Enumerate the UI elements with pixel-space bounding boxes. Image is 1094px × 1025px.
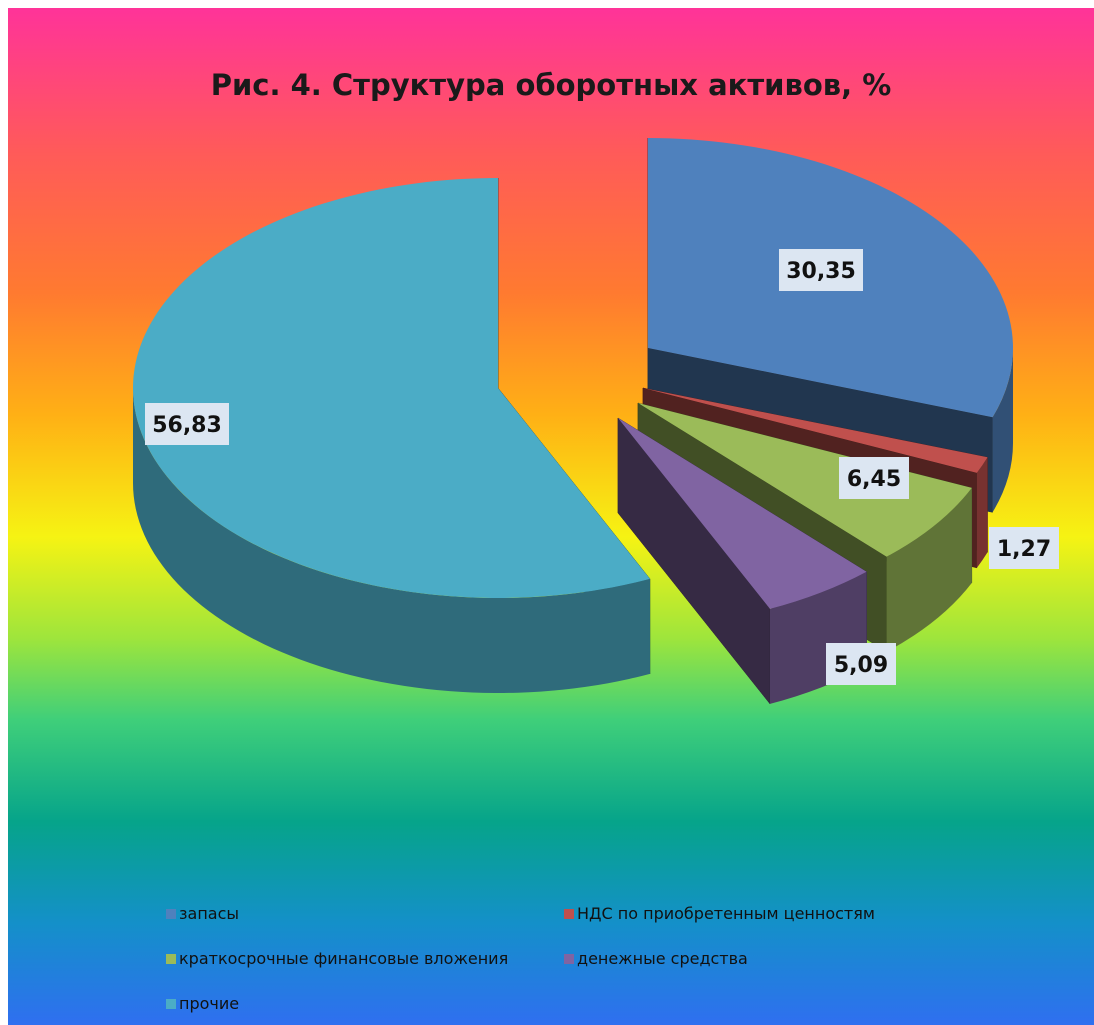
legend-label: денежные средства <box>577 949 748 968</box>
svg-text:6,45: 6,45 <box>847 467 901 492</box>
pie-chart: 30,35 1,27 6,45 5,09 56,83 <box>133 138 1059 705</box>
svg-text:30,35: 30,35 <box>786 259 856 284</box>
legend-label: краткосрочные финансовые вложения <box>179 949 509 968</box>
legend-item-4: денежные средства <box>564 949 748 968</box>
svg-text:56,83: 56,83 <box>152 413 222 438</box>
legend-item-3: краткосрочные финансовые вложения <box>166 949 508 968</box>
svg-text:1,27: 1,27 <box>997 537 1051 562</box>
legend-item-1: запасы <box>166 904 239 923</box>
legend-label: запасы <box>179 904 240 923</box>
chart-title: Рис. 4. Структура оборотных активов, % <box>210 68 892 102</box>
data-label-1: 30,35 <box>779 249 863 291</box>
legend-label: НДС по приобретенным ценностям <box>577 904 875 923</box>
legend-item-5: прочие <box>166 994 239 1013</box>
data-label-3: 6,45 <box>839 457 909 499</box>
data-label-4: 5,09 <box>826 643 896 685</box>
data-label-2: 1,27 <box>989 527 1059 569</box>
legend-label: прочие <box>179 994 240 1013</box>
legend-swatch <box>564 953 574 964</box>
data-label-5: 56,83 <box>145 403 229 445</box>
legend: запасы НДС по приобретенным ценностям крат… <box>8 8 1094 1025</box>
svg-text:5,09: 5,09 <box>834 653 888 678</box>
slice-4 <box>617 417 867 705</box>
legend-swatch <box>166 953 176 964</box>
legend-item-2: НДС по приобретенным ценностям <box>564 904 875 923</box>
legend-swatch <box>564 908 574 919</box>
legend-swatch <box>166 998 176 1009</box>
chart-area: Рис. 4. Структура оборотных активов, % 3… <box>8 8 1094 1025</box>
slice-5 <box>133 178 651 694</box>
legend-swatch <box>166 908 176 919</box>
